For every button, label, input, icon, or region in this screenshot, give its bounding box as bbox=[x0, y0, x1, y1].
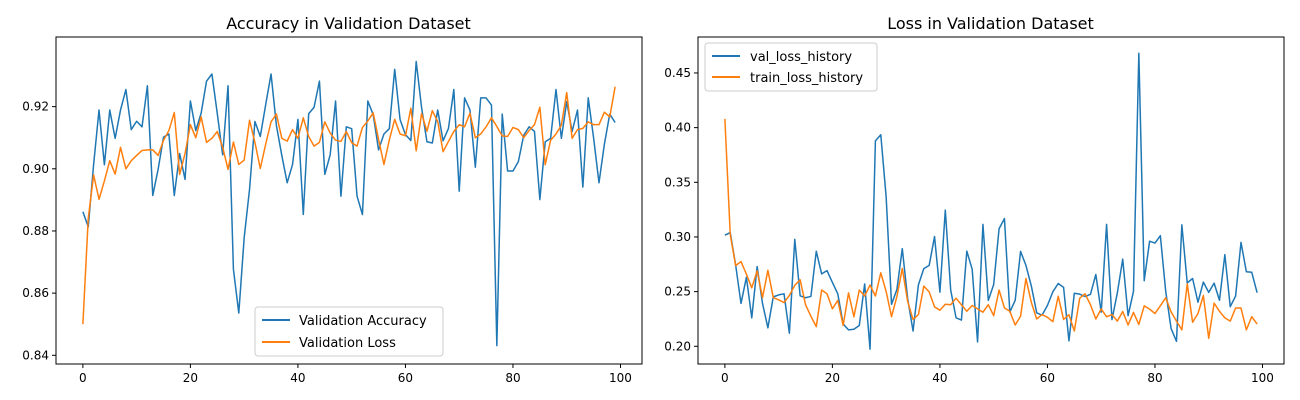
accuracy-series-line-validation-accuracy bbox=[82, 60, 616, 347]
accuracy-x-tick-label: 0 bbox=[79, 371, 87, 385]
loss-legend-label-train-loss-history: train_loss_history bbox=[750, 71, 863, 86]
loss-chart-title: Loss in Validation Dataset bbox=[887, 14, 1094, 33]
accuracy-plot-frame bbox=[55, 36, 643, 365]
accuracy-legend-label-validation-accuracy: Validation Accuracy bbox=[299, 314, 427, 329]
accuracy-x-tick-label: 40 bbox=[290, 371, 305, 385]
loss-series-line-val-loss-history bbox=[724, 52, 1258, 350]
loss-y-tick-label: 0.20 bbox=[664, 339, 691, 353]
accuracy-legend-label-validation-loss: Validation Loss bbox=[299, 336, 396, 351]
accuracy-x-tick-label: 60 bbox=[398, 371, 413, 385]
loss-x-tick-label: 80 bbox=[1147, 371, 1162, 385]
loss-y-tick-label: 0.25 bbox=[664, 285, 691, 299]
accuracy-legend-box bbox=[254, 306, 444, 357]
accuracy-y-tick-label: 0.90 bbox=[22, 162, 49, 176]
accuracy-series-line-validation-loss bbox=[82, 86, 616, 325]
accuracy-x-tick-label: 80 bbox=[505, 371, 520, 385]
accuracy-plot-area bbox=[82, 60, 616, 347]
accuracy-y-tick-label: 0.92 bbox=[22, 100, 49, 114]
loss-y-tick-label: 0.40 bbox=[664, 121, 691, 135]
loss-legend-box bbox=[704, 42, 878, 92]
loss-chart-panel: Loss in Validation Dataset 0 20 40 60 80 100 0… bbox=[664, 14, 1285, 385]
accuracy-legend: Validation Accuracy Validation Loss bbox=[254, 306, 444, 357]
loss-x-tick-label: 100 bbox=[1251, 371, 1274, 385]
loss-x-tick-label: 20 bbox=[825, 371, 840, 385]
loss-x-tick-label: 60 bbox=[1040, 371, 1055, 385]
accuracy-y-tick-label: 0.84 bbox=[22, 348, 49, 362]
loss-x-tick-label: 0 bbox=[721, 371, 729, 385]
accuracy-y-tick-label: 0.88 bbox=[22, 224, 49, 238]
loss-x-tick-label: 40 bbox=[932, 371, 947, 385]
loss-plot-frame bbox=[697, 36, 1285, 365]
accuracy-x-tick-label: 100 bbox=[609, 371, 632, 385]
loss-legend: val_loss_history train_loss_history bbox=[704, 42, 878, 92]
loss-y-tick-label: 0.30 bbox=[664, 230, 691, 244]
accuracy-x-tick-label: 20 bbox=[183, 371, 198, 385]
loss-series-line-train-loss-history bbox=[724, 118, 1258, 340]
accuracy-chart-title: Accuracy in Validation Dataset bbox=[226, 14, 471, 33]
loss-y-tick-label: 0.45 bbox=[664, 66, 691, 80]
accuracy-chart-panel: Accuracy in Validation Dataset 0 20 40 60 80… bbox=[22, 14, 643, 385]
accuracy-y-tick-label: 0.86 bbox=[22, 286, 49, 300]
loss-y-tick-label: 0.35 bbox=[664, 175, 691, 189]
loss-legend-label-val-loss-history: val_loss_history bbox=[750, 50, 852, 65]
loss-plot-area bbox=[724, 52, 1258, 350]
